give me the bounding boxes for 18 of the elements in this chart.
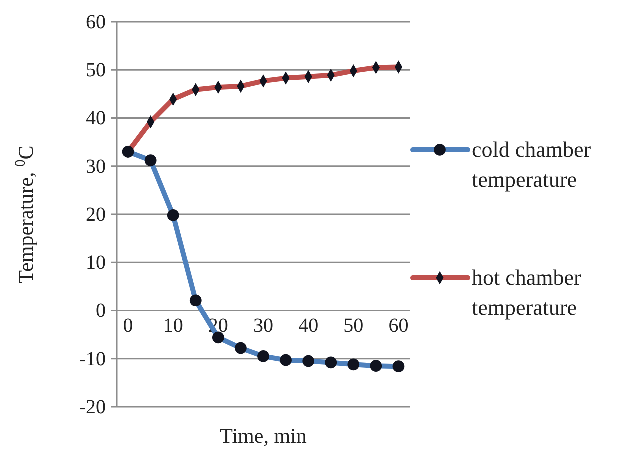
x-tick-label: 50 bbox=[344, 314, 364, 337]
legend-label: cold chamber temperature bbox=[472, 137, 592, 192]
y-tick-label: -10 bbox=[79, 348, 106, 370]
y-tick-label: 50 bbox=[86, 60, 106, 82]
x-tick-label: 0 bbox=[123, 314, 134, 337]
y-tick-label: 40 bbox=[86, 108, 106, 130]
x-tick-label: 60 bbox=[388, 314, 409, 337]
y-tick-label: 0 bbox=[96, 300, 106, 322]
y-tick-label: 20 bbox=[86, 204, 106, 226]
y-tick-label: 30 bbox=[86, 156, 106, 178]
x-axis-title: Time, min bbox=[220, 424, 308, 448]
y-tick-label: 10 bbox=[86, 252, 106, 274]
y-tick-label: 60 bbox=[86, 11, 106, 34]
legend-label: hot chamber temperature bbox=[472, 265, 582, 320]
x-tick-label: 10 bbox=[163, 314, 184, 337]
y-tick-label: -20 bbox=[79, 396, 106, 418]
x-tick-label: 30 bbox=[254, 314, 274, 337]
x-tick-label: 40 bbox=[298, 314, 319, 337]
